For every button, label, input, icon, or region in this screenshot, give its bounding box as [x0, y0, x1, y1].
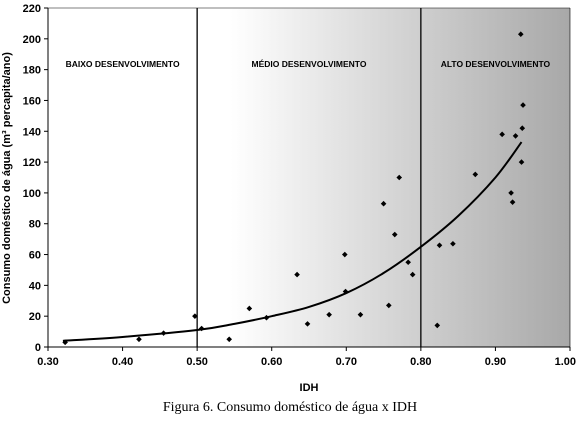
data-point [342, 288, 349, 295]
x-tick-label: 0.30 [37, 356, 58, 368]
data-point [357, 311, 364, 318]
y-tick-label: 100 [23, 188, 41, 200]
trendline [62, 141, 523, 342]
y-tick-label: 40 [29, 280, 41, 292]
y-tick-label: 60 [29, 250, 41, 262]
x-tick-label: 0.90 [485, 356, 506, 368]
y-axis-title: Consumo doméstico de água (m³ percapita/… [1, 52, 13, 304]
x-tick-label: 0.40 [112, 356, 133, 368]
data-point [472, 171, 479, 178]
data-point [519, 125, 526, 131]
plot-background [48, 8, 570, 347]
data-point [409, 271, 416, 278]
data-point [499, 131, 505, 138]
data-point [226, 336, 233, 343]
x-tick-label: 0.60 [261, 356, 282, 368]
y-tick-label: 140 [23, 126, 41, 138]
data-point [62, 339, 68, 346]
data-point [341, 251, 348, 258]
data-point [391, 231, 398, 238]
data-point [434, 322, 441, 329]
y-tick-label: 180 [23, 65, 41, 77]
data-point [509, 199, 516, 205]
y-tick-label: 160 [23, 95, 41, 107]
x-axis-title: IDH [300, 382, 319, 394]
x-tick-label: 1.00 [555, 356, 576, 368]
data-point [192, 313, 198, 319]
data-point [436, 242, 443, 249]
x-tick-label: 0.70 [336, 356, 357, 368]
data-point [520, 102, 526, 108]
data-point [380, 200, 387, 207]
data-point [518, 159, 525, 165]
y-tick-label: 80 [29, 219, 41, 231]
data-point [405, 259, 411, 266]
data-point [517, 31, 524, 37]
data-point [294, 271, 300, 278]
data-point [450, 240, 456, 247]
x-tick-label: 0.50 [186, 356, 207, 368]
chart: BAIXO DESENVOLVIMENTO MÉDIO DESENVOLVIMEN… [1, 3, 576, 394]
data-point [136, 336, 142, 343]
x-tick-label: 0.80 [410, 356, 431, 368]
y-tick-label: 220 [23, 3, 41, 15]
data-point [326, 311, 332, 318]
y-tick-label: 20 [29, 311, 41, 323]
data-point [304, 321, 311, 327]
data-point [160, 330, 167, 336]
region-label: MÉDIO DESENVOLVIMENTO [252, 59, 367, 69]
data-point [508, 190, 514, 196]
y-tick-label: 0 [35, 342, 41, 354]
data-point [198, 325, 205, 332]
data-point [512, 133, 519, 139]
region-label: BAIXO DESENVOLVIMENTO [66, 59, 180, 69]
y-tick-label: 120 [23, 157, 41, 169]
y-tick-label: 200 [23, 34, 41, 46]
data-point [263, 314, 270, 321]
region-label: ALTO DESENVOLVIMENTO [441, 59, 551, 69]
data-point [396, 174, 403, 181]
data-point [246, 305, 253, 312]
data-point [385, 302, 392, 309]
figure-caption: Figura 6. Consumo doméstico de água x ID… [162, 400, 418, 415]
